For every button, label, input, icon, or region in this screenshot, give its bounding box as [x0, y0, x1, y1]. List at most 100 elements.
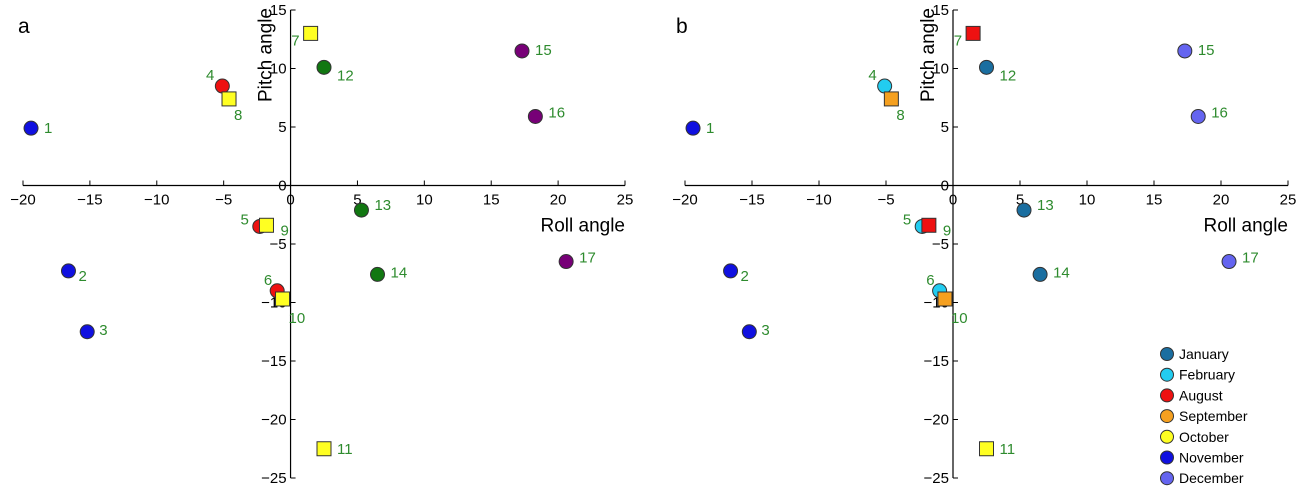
- point-15-label: 15: [1198, 42, 1215, 59]
- x-axis-title: Roll angle: [541, 216, 626, 237]
- point-3-label: 3: [761, 322, 769, 339]
- point-11-marker: [316, 441, 332, 457]
- point-4-label: 4: [868, 67, 876, 84]
- panel-a: a −20 −15 −10 −5 0 5 10 15 20 25−25−20−15−10−5051…: [10, 2, 633, 487]
- point-10-label: 10: [951, 310, 968, 327]
- x-tick-label: −20: [10, 192, 35, 209]
- point-14-marker: [370, 266, 386, 282]
- y-tick-label: −15: [261, 353, 286, 370]
- point-2-marker: [60, 263, 76, 279]
- x-tick-label: 25: [1280, 192, 1297, 209]
- point-7-marker: [965, 25, 981, 41]
- point-11-label: 11: [337, 441, 353, 458]
- legend-marker: [1160, 450, 1174, 465]
- y-tick-label: −20: [924, 412, 949, 429]
- point-13-marker: [1016, 202, 1032, 218]
- x-tick-label: −15: [739, 192, 764, 209]
- point-4-marker: [214, 78, 230, 94]
- y-tick-label: 15: [932, 2, 949, 19]
- x-tick-label: 0: [286, 192, 294, 209]
- point-5-label: 5: [240, 211, 248, 228]
- x-tick-label: −20: [672, 192, 697, 209]
- point-9-label: 9: [943, 222, 951, 239]
- point-15-marker: [514, 43, 530, 59]
- point-16-label: 16: [1211, 104, 1228, 121]
- point-7-label: 7: [954, 32, 962, 49]
- x-tick-label: 0: [949, 192, 957, 209]
- point-2-label: 2: [741, 268, 749, 285]
- point-3-marker: [741, 324, 757, 340]
- point-12-marker: [979, 59, 994, 75]
- point-1-marker: [685, 120, 701, 136]
- y-tick-label: 10: [270, 61, 287, 78]
- legend-marker: [1160, 409, 1174, 424]
- x-tick-label: 20: [1213, 192, 1230, 209]
- point-8-marker: [221, 91, 237, 107]
- x-tick-label: 10: [1079, 192, 1096, 209]
- point-12-marker: [316, 59, 332, 75]
- y-tick-label: 0: [941, 178, 949, 195]
- point-10-marker: [275, 291, 291, 307]
- point-5-label: 5: [903, 211, 911, 228]
- legend-marker: [1160, 471, 1174, 486]
- x-tick-label: −10: [144, 192, 169, 209]
- y-tick-label: −15: [924, 353, 949, 370]
- y-tick-label: 5: [278, 119, 286, 136]
- y-tick-label: 5: [941, 119, 949, 136]
- x-tick-label: −5: [877, 192, 894, 209]
- legend-marker: [1160, 388, 1174, 403]
- point-3-label: 3: [99, 322, 107, 339]
- point-12-label: 12: [337, 67, 354, 84]
- panel-a-letter: a: [18, 15, 30, 38]
- legend-label: August: [1179, 387, 1223, 403]
- y-tick-label: −25: [924, 470, 949, 487]
- point-17-label: 17: [1242, 250, 1259, 267]
- y-tick-label: 0: [278, 178, 286, 195]
- point-1-marker: [23, 120, 39, 136]
- point-9-label: 9: [280, 222, 288, 239]
- y-axis-title: Pitch angle: [918, 8, 939, 102]
- x-tick-label: 15: [1146, 192, 1163, 209]
- y-tick-label: −5: [932, 236, 949, 253]
- point-1-label: 1: [706, 120, 714, 137]
- y-tick-label: 10: [932, 61, 949, 78]
- y-axis-title: Pitch angle: [256, 8, 277, 102]
- legend-label: January: [1179, 346, 1229, 362]
- panel-b: b −20 −15 −10 −5 0 5 10 15 20 25−25−20−15−10−5051…: [672, 2, 1296, 487]
- point-15-label: 15: [535, 42, 552, 59]
- y-tick-label: −5: [269, 236, 286, 253]
- point-17-marker: [1221, 254, 1237, 270]
- point-8-label: 8: [234, 107, 242, 124]
- x-axis-title: Roll angle: [1204, 216, 1289, 237]
- point-11-marker: [979, 441, 994, 457]
- point-6-label: 6: [264, 272, 272, 289]
- point-16-marker: [527, 108, 543, 124]
- legend-marker: [1160, 367, 1174, 382]
- point-2-marker: [723, 263, 739, 279]
- point-17-label: 17: [579, 250, 596, 267]
- y-tick-label: −20: [261, 412, 286, 429]
- point-14-label: 14: [391, 264, 408, 281]
- point-3-marker: [79, 324, 95, 340]
- y-tick-label: −25: [261, 470, 286, 487]
- legend-marker: [1160, 429, 1174, 444]
- point-7-marker: [303, 25, 319, 41]
- point-13-label: 13: [1037, 197, 1054, 214]
- x-tick-label: 25: [617, 192, 634, 209]
- x-tick-label: 5: [353, 192, 361, 209]
- point-8-marker: [883, 91, 899, 107]
- legend-label: October: [1179, 429, 1229, 445]
- point-2-label: 2: [78, 268, 86, 285]
- legend-marker: [1160, 347, 1174, 361]
- point-6-label: 6: [926, 272, 934, 289]
- point-15-marker: [1177, 43, 1193, 59]
- point-1-label: 1: [44, 120, 52, 137]
- point-10-marker: [937, 291, 953, 307]
- point-7-label: 7: [291, 32, 299, 49]
- x-tick-label: −10: [806, 192, 831, 209]
- point-9-marker: [258, 217, 274, 233]
- point-14-marker: [1032, 266, 1048, 282]
- legend-label: February: [1179, 367, 1235, 383]
- point-14-label: 14: [1053, 264, 1070, 281]
- point-4-marker: [877, 78, 893, 94]
